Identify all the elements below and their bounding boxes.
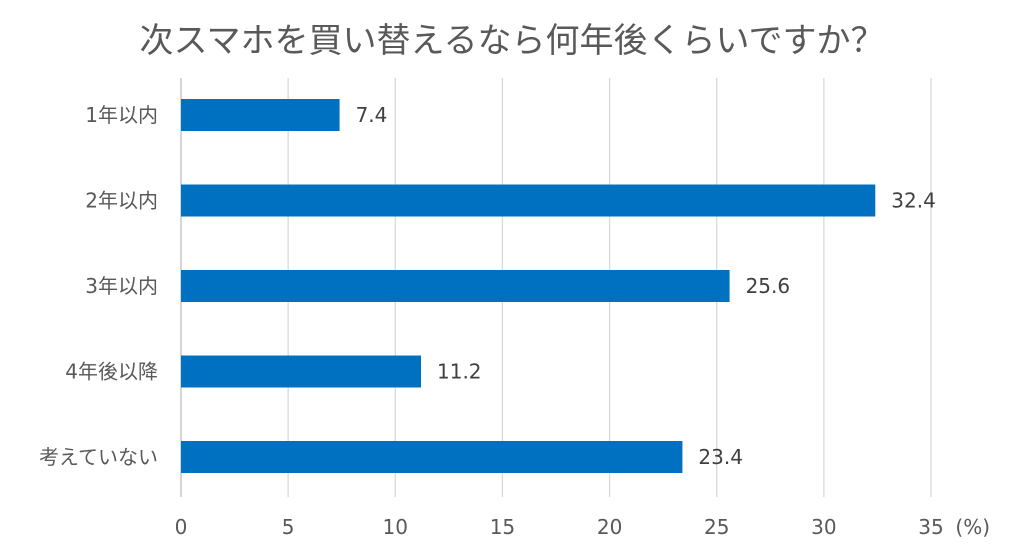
bar bbox=[181, 184, 876, 217]
category-label: 3年以内 bbox=[85, 274, 158, 298]
x-tick-label: 10 bbox=[383, 515, 408, 539]
x-tick-label: 0 bbox=[175, 515, 188, 539]
data-label: 25.6 bbox=[746, 274, 791, 298]
bar bbox=[181, 355, 421, 388]
category-label: 4年後以降 bbox=[65, 360, 158, 384]
bar bbox=[181, 270, 730, 302]
bar bbox=[181, 441, 683, 473]
x-axis-unit-label: (%) bbox=[955, 515, 990, 539]
x-tick-label: 30 bbox=[811, 515, 836, 539]
x-tick-label: 20 bbox=[597, 515, 622, 539]
bars bbox=[181, 99, 876, 473]
data-label: 11.2 bbox=[437, 360, 482, 384]
category-label: 2年以内 bbox=[85, 189, 158, 213]
data-labels: 7.4 32.4 25.6 11.2 23.4 bbox=[356, 103, 936, 469]
data-label: 32.4 bbox=[891, 189, 936, 213]
category-label: 1年以内 bbox=[85, 103, 158, 127]
x-tick-label: 5 bbox=[282, 515, 295, 539]
data-label: 23.4 bbox=[698, 445, 743, 469]
x-tick-label: 25 bbox=[704, 515, 729, 539]
x-tick-label: 15 bbox=[490, 515, 515, 539]
x-tick-label: 35 bbox=[918, 515, 943, 539]
x-axis-tick-labels: 0 5 10 15 20 25 30 35 bbox=[175, 515, 944, 539]
chart-title: 次スマホを買い替えるなら何年後くらいですか？ bbox=[140, 21, 885, 61]
bar bbox=[181, 99, 340, 131]
category-label: 考えていない bbox=[39, 445, 158, 469]
data-label: 7.4 bbox=[356, 103, 388, 127]
